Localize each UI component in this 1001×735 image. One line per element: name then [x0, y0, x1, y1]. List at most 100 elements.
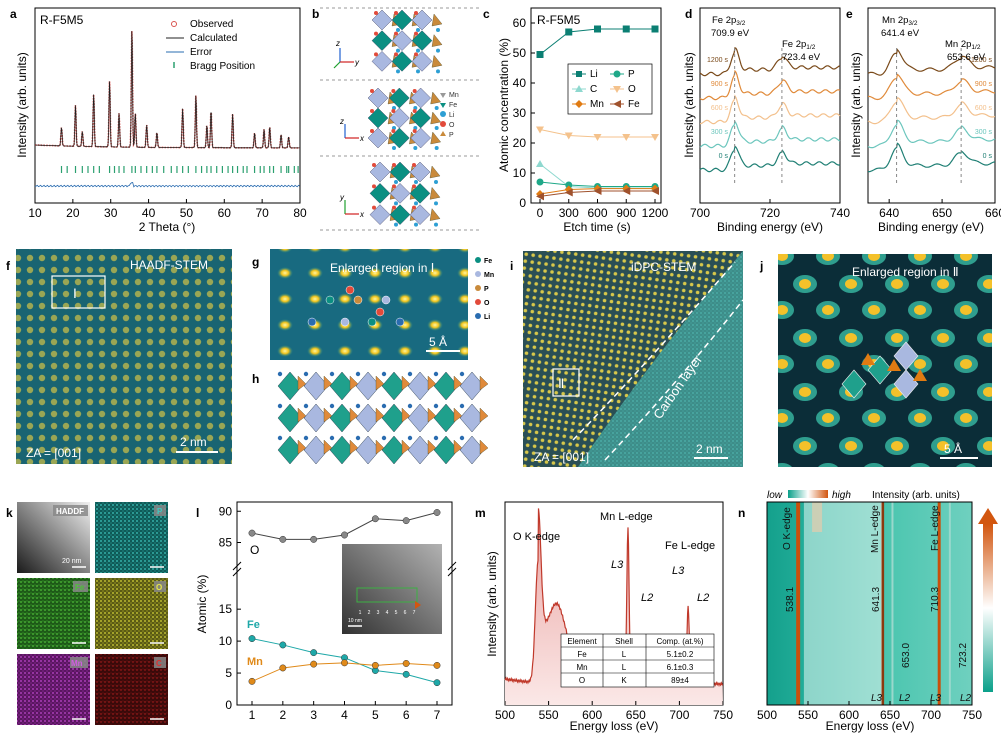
tetrahedron: [297, 375, 307, 391]
li-atom: [436, 48, 440, 53]
atom-marker: [375, 307, 385, 317]
tetrahedron: [323, 439, 333, 455]
svg-text:P: P: [628, 69, 635, 80]
panel-f-haadf-image: HAADF-STEM Ⅰ ZA = [001] 2 nm: [16, 249, 232, 464]
panel-i-idpc-image: iDPC-STEM Ⅱ Carbon layer ZA = [001] 2 nm: [523, 251, 744, 467]
svg-text:O: O: [484, 300, 490, 307]
octahedron: [411, 9, 433, 31]
svg-text:Fe 2p3/2: Fe 2p3/2: [712, 15, 746, 27]
x-tick-label: 650: [626, 708, 646, 722]
li-atom: [355, 371, 361, 377]
edge-band: [796, 502, 801, 705]
point-o: [279, 535, 287, 543]
tetrahedron: [427, 375, 437, 391]
tetrahedron: [431, 54, 443, 68]
tetrahedron: [453, 439, 463, 455]
panel-h-structure-model: [270, 367, 493, 467]
o-atom: [391, 89, 396, 93]
tetrahedron: [887, 359, 901, 371]
tick-label: 0: [225, 698, 232, 712]
series-label-mn: Mn: [247, 656, 263, 668]
xps-curve: [868, 73, 996, 101]
svg-text:L3: L3: [672, 565, 685, 577]
inset-tick-label: 6: [404, 610, 407, 616]
time-label: 300 s: [975, 129, 993, 136]
li-atom: [433, 403, 439, 409]
time-label: 300 s: [711, 129, 729, 136]
li-atom: [434, 222, 438, 227]
time-label: 600 s: [711, 105, 729, 112]
panel-letter-e: e: [846, 7, 853, 21]
li-atom: [396, 28, 400, 32]
li-atom: [407, 403, 413, 409]
svg-text:5 Å: 5 Å: [944, 441, 962, 456]
inset-tick-label: 1: [359, 610, 362, 616]
panel-letter-g: g: [252, 255, 259, 269]
legend-bragg: Bragg Position: [190, 61, 255, 72]
tick-label: 7: [434, 708, 441, 722]
tetrahedron: [401, 407, 411, 423]
point-li: [594, 25, 601, 33]
li-atom: [413, 126, 418, 130]
li-atom: [303, 435, 309, 441]
svg-text:x: x: [359, 210, 365, 219]
point-mn: [371, 661, 379, 669]
o-atom: [392, 184, 396, 189]
tick-label: 30: [513, 106, 527, 120]
svg-text:L2: L2: [899, 693, 911, 704]
svg-text:5 Å: 5 Å: [429, 334, 447, 349]
panel-letter-c: c: [483, 7, 490, 21]
o-atom: [412, 184, 416, 189]
point-li: [565, 28, 573, 36]
xps-curve: [700, 94, 841, 125]
o-atom: [370, 129, 374, 133]
svg-text:Element: Element: [567, 637, 597, 646]
svg-text:O: O: [579, 676, 585, 685]
point-o: [622, 134, 631, 141]
panel-letter-i: i: [510, 259, 513, 273]
svg-text:L: L: [622, 650, 627, 659]
tick-label: 2: [279, 708, 286, 722]
li-atom: [459, 435, 465, 441]
tick-label: 1: [249, 708, 256, 722]
tetrahedron: [323, 375, 333, 391]
point-p: [565, 181, 573, 189]
svg-text:538.1: 538.1: [785, 587, 796, 612]
tick-label: 20: [513, 136, 527, 150]
legend-observed: Observed: [190, 19, 233, 30]
li-atom: [436, 28, 440, 32]
panel-g-enlarged: Enlarged region in Ⅰ 5 Å Fe Mn P O Li: [270, 249, 494, 360]
time-label: 0 s: [719, 153, 729, 160]
svg-text:L3: L3: [611, 559, 624, 571]
atom-marker: [395, 317, 405, 327]
svg-text:P: P: [157, 507, 163, 516]
octahedron: [371, 9, 393, 31]
li-atom: [459, 403, 465, 409]
octahedron: [410, 127, 431, 149]
panel-letter-j: j: [759, 259, 763, 273]
svg-text:x: x: [359, 134, 365, 143]
time-label: 1200 s: [707, 57, 729, 64]
point-mn: [248, 677, 256, 685]
tetrahedron: [431, 34, 443, 47]
tetrahedron: [401, 439, 411, 455]
atom-marker: [367, 317, 377, 327]
point-fe: [651, 187, 659, 195]
octahedron: [391, 30, 413, 51]
axis-break: [232, 561, 242, 571]
svg-text:89±4: 89±4: [671, 676, 689, 685]
tetrahedron: [479, 375, 489, 391]
point-fe: [310, 649, 318, 657]
series-label-fe: Fe: [247, 619, 260, 631]
panel-letter-h: h: [252, 372, 259, 386]
point-fe: [433, 679, 441, 687]
li-atom: [381, 371, 387, 377]
point-fe: [248, 635, 256, 643]
tetrahedron: [323, 407, 333, 423]
li-atom: [434, 146, 439, 150]
point-o: [593, 134, 602, 141]
li-atom: [434, 180, 438, 184]
svg-text:5.1±0.2: 5.1±0.2: [667, 650, 694, 659]
octahedron: [409, 183, 431, 204]
